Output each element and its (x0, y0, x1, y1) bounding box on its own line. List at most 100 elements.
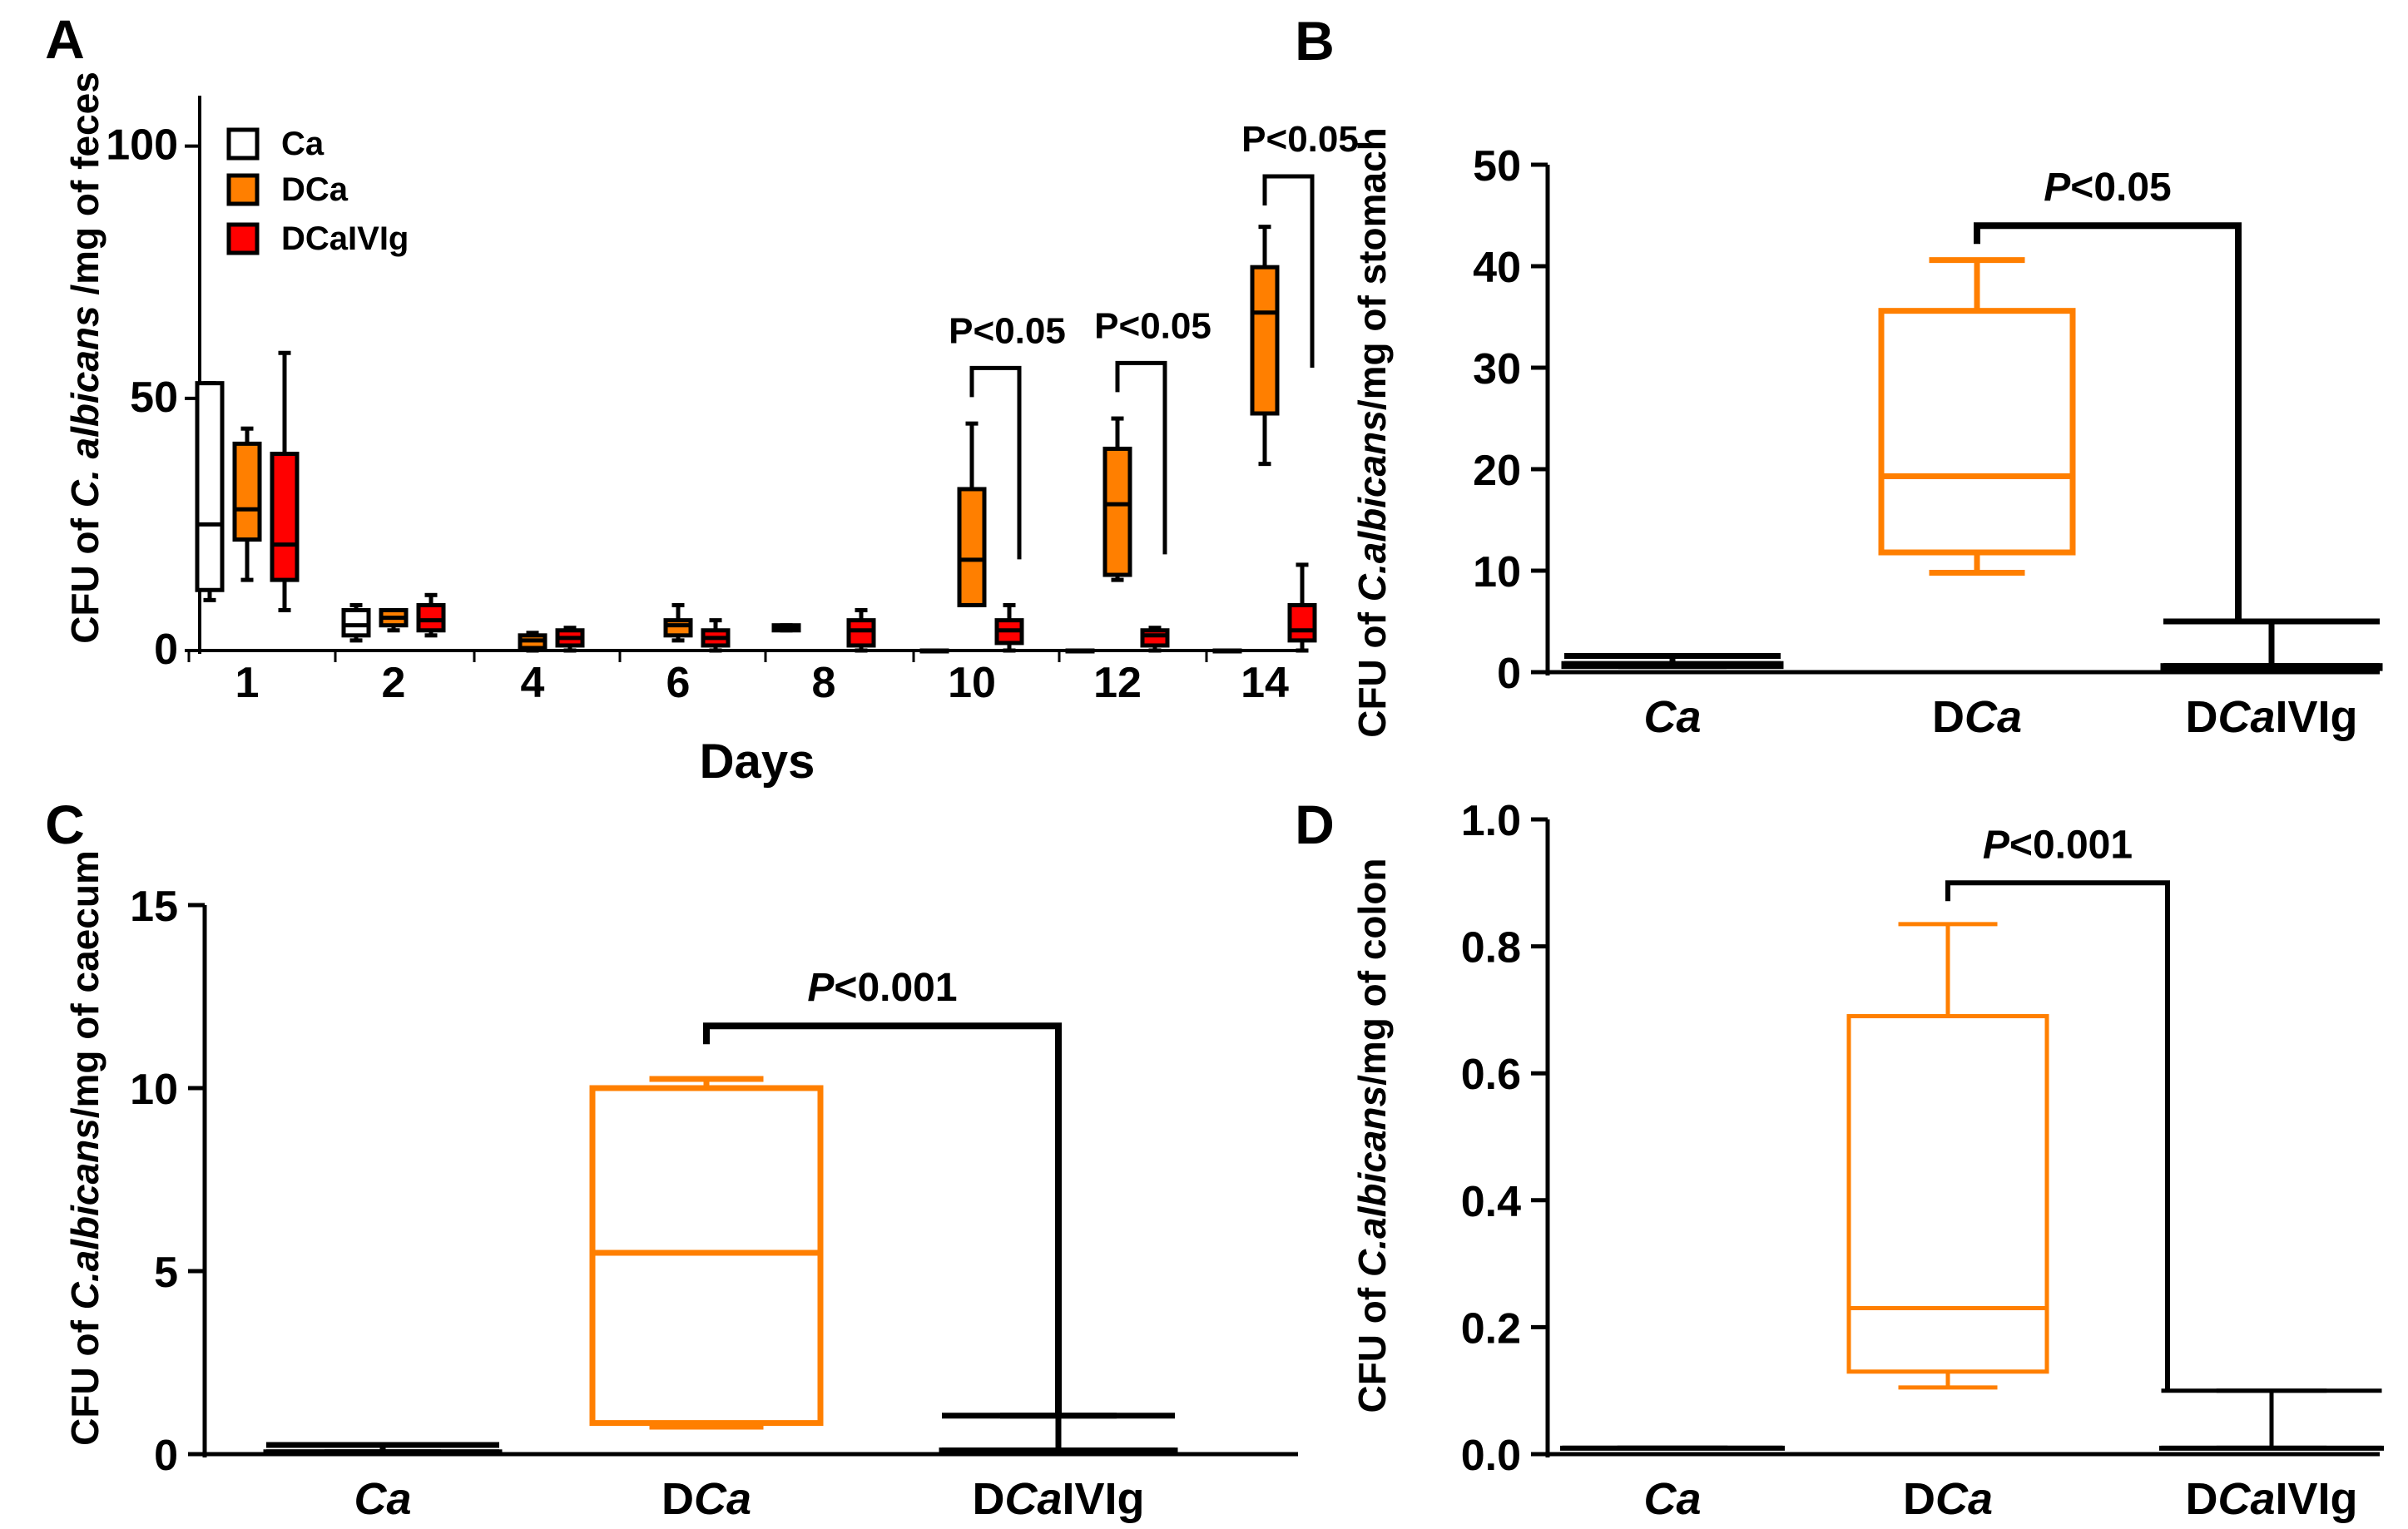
y-axis-title-a-part: /mg of feces (63, 72, 107, 305)
panel-label-d: D (1295, 794, 1335, 855)
p-value-rest: <0.001 (2009, 823, 2133, 867)
y-tick-label: 40 (1473, 244, 1521, 292)
p-value-letter: P (2044, 166, 2071, 210)
legend-swatch-DCa (226, 173, 260, 206)
box-iqr (341, 607, 371, 638)
bracket-line (1974, 222, 2242, 621)
p-value-a: P<0.05 (1094, 305, 1211, 346)
legend-swatch-DCaIVIg (226, 222, 260, 255)
x-tick-label-a: 14 (1241, 659, 1289, 707)
x-category-part: D (1903, 1474, 1935, 1524)
x-category-label: Ca (1643, 1474, 1701, 1524)
x-category-part: D (972, 1474, 1004, 1524)
panel-b: B 0 10 20 30 40 50 CFU of C.albicans/mg of stom… (1295, 10, 2383, 742)
box-iqr (1846, 1014, 2049, 1374)
p-value-rest: <0.001 (834, 966, 957, 1010)
y-tick-label: 0.8 (1461, 924, 1521, 972)
y-axis-title-part: C.albicans (1350, 410, 1394, 601)
x-category-label: Ca (354, 1474, 411, 1524)
x-category-part: D (2185, 1474, 2217, 1524)
y-tick-label: 1.0 (1461, 797, 1521, 845)
y-axis-title-a: CFU of C. albicans /mg of feces (63, 72, 107, 644)
y-axis-title-a-part: CFU of (63, 507, 107, 644)
y-tick-label: 10 (130, 1066, 178, 1114)
y-tick-label: 10 (1473, 548, 1521, 596)
x-axis-title-a: Days (700, 735, 815, 789)
box-iqr (957, 487, 987, 607)
p-value: P<0.001 (807, 966, 957, 1010)
x-tick-label-a: 4 (521, 659, 545, 707)
bracket-line (1262, 174, 1315, 369)
box-a-DCa (1102, 416, 1132, 582)
box-a-DCa (379, 607, 409, 633)
y-axis-title-part: C.albicans (1350, 1086, 1394, 1277)
x-category-part: Ca (354, 1474, 411, 1524)
p-value-letter: P (807, 966, 835, 1010)
y-axis-title-part: /mg of caecum (63, 850, 107, 1118)
box-iqr (1102, 446, 1132, 577)
box-a-DCa (663, 602, 693, 643)
box-a-DCa (518, 631, 547, 653)
y-tick-label: 0.6 (1461, 1051, 1521, 1099)
x-category-part: IVIg (1063, 1474, 1145, 1524)
y-tick-label: 0.4 (1461, 1178, 1521, 1226)
x-tick-label-a: 2 (382, 659, 406, 707)
y-tick-label: 15 (130, 883, 178, 931)
p-value-a: P<0.05 (949, 310, 1066, 351)
box-a-Ca (341, 602, 371, 643)
p-value: P<0.001 (1983, 823, 2133, 867)
x-category-part: D (661, 1474, 694, 1524)
x-category-part: Ca (1004, 1474, 1062, 1524)
bracket-line (1945, 880, 2170, 1391)
y-axis-title-part: /mg of stomach (1350, 127, 1394, 410)
x-tick-label-a: 8 (812, 659, 836, 707)
box-DCa (589, 1076, 824, 1430)
legend-label-DCaIVIg: DCaIVIg (281, 220, 409, 257)
box-a-DCaIVIg (270, 350, 300, 612)
box-a-DCa (957, 421, 987, 607)
x-category-part: IVIg (2276, 692, 2358, 742)
box-a-DCa (1250, 225, 1280, 467)
x-category-part: Ca (1643, 692, 1701, 742)
significance-bracket: P<0.05 (1974, 166, 2242, 621)
y-axis-title-part: CFU of (63, 1309, 107, 1446)
panel-d: D 0.0 0.2 0.4 0.6 0.8 1.0 CFU of C.albicans/mg … (1295, 794, 2384, 1524)
box-iqr (663, 618, 693, 638)
legend-label-DCa: DCa (281, 171, 349, 208)
x-category-part: Ca (2217, 1474, 2275, 1524)
p-value: P<0.05 (2044, 166, 2171, 210)
x-category-label: DCaIVIg (972, 1474, 1144, 1524)
significance-bracket-a: P<0.05 (1094, 305, 1211, 555)
box-iqr (232, 441, 262, 542)
box-a-DCaIVIg (701, 618, 731, 653)
box-iqr (270, 452, 300, 582)
box-iqr (195, 381, 225, 592)
bracket-line (969, 365, 1022, 560)
box-a-DCaIVIg (555, 626, 585, 653)
x-category-part: D (1932, 692, 1965, 742)
y-axis-title-part: CFU of (1350, 601, 1394, 738)
y-tick-label-a: 50 (130, 374, 178, 422)
box-a-DCa (232, 426, 262, 582)
box-DCaIVIg (2159, 1388, 2384, 1451)
box-iqr (416, 602, 446, 633)
box-a-Ca (771, 623, 801, 633)
p-value-a: P<0.05 (1241, 119, 1359, 160)
panel-label-c: C (45, 794, 85, 855)
y-tick-label: 0 (154, 1432, 178, 1480)
box-a-DCaIVIg (994, 602, 1024, 653)
box-a-DCaIVIg (416, 592, 446, 638)
x-category-part: Ca (1643, 1474, 1701, 1524)
legend-label-Ca: Ca (281, 126, 325, 162)
box-a-Ca (195, 381, 225, 602)
x-category-part: IVIg (2276, 1474, 2358, 1524)
y-tick-label-a: 100 (106, 121, 178, 170)
box-iqr (1878, 308, 2076, 556)
x-category-part: Ca (1965, 692, 2022, 742)
significance-bracket: P<0.001 (1945, 823, 2170, 1391)
box-iqr (1140, 628, 1170, 648)
bracket-line (1115, 360, 1167, 555)
legend-a: Ca DCa DCaIVIg (226, 126, 409, 257)
p-value-rest: <0.05 (2070, 166, 2171, 210)
